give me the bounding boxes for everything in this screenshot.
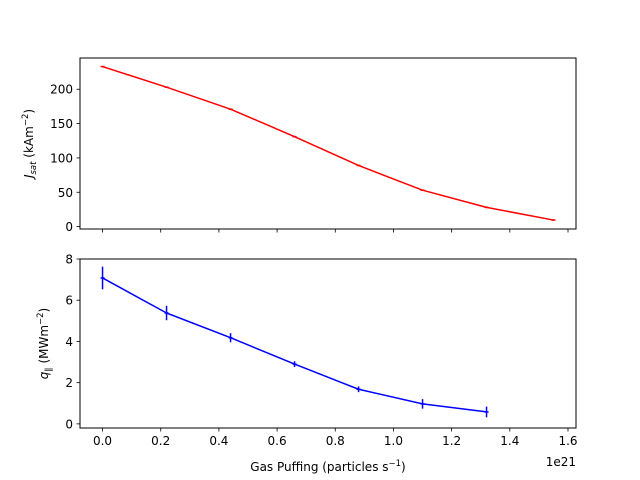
- jsat-y-ticks: 0 50 100 150 200: [50, 83, 80, 234]
- q-parallel-y-tick-label: 4: [65, 335, 73, 349]
- jsat-y-tick-label: 200: [50, 83, 73, 97]
- q-parallel-x-tick-label: 0.2: [151, 434, 170, 448]
- jsat-y-axis-label: Jsat (kAm−2): [21, 109, 39, 180]
- q-parallel-y-axis-label: q∥ (MWm−2): [36, 308, 54, 380]
- jsat-panel: 0 50 100 150 200 Jsat (kAm−2): [21, 57, 577, 234]
- q-parallel-axes-frame: [79, 258, 577, 429]
- q-parallel-panel: 0 2 4 6 8 0.0 0.2 0.4 0.6 0.8 1.0 1.2 1.4 1.6 q∥ (MW…: [36, 253, 578, 475]
- jsat-y-tick-label: 150: [50, 117, 73, 131]
- q-parallel-x-tick-label: 0.8: [326, 434, 345, 448]
- q-parallel-x-tick-label: 0.4: [209, 434, 228, 448]
- q-parallel-x-tick-label: 0.0: [93, 434, 112, 448]
- jsat-x-ticks: [102, 229, 569, 233]
- jsat-y-tick-label: 0: [65, 220, 73, 234]
- x-axis-offset-text: 1e21: [546, 455, 576, 469]
- jsat-series-line: [102, 65, 554, 221]
- q-parallel-y-tick-label: 8: [65, 253, 73, 267]
- jsat-y-tick-label: 100: [50, 151, 73, 165]
- q-parallel-x-tick-label: 1.0: [384, 434, 403, 448]
- q-parallel-x-tick-label: 1.6: [558, 434, 577, 448]
- q-parallel-y-tick-label: 2: [65, 376, 73, 390]
- jsat-y-tick-label: 50: [58, 186, 73, 200]
- q-parallel-y-ticks: 0 2 4 6 8: [65, 253, 80, 431]
- q-parallel-marks: [100, 266, 489, 418]
- q-parallel-y-tick-label: 0: [65, 417, 73, 431]
- q-parallel-y-tick-label: 6: [65, 294, 73, 308]
- q-parallel-x-ticks: 0.0 0.2 0.4 0.6 0.8 1.0 1.2 1.4 1.6: [93, 428, 578, 448]
- x-axis-label: Gas Puffing (particles s−1): [250, 459, 405, 474]
- jsat-marks: [100, 65, 556, 221]
- q-parallel-x-tick-label: 1.2: [442, 434, 461, 448]
- jsat-axes-frame: [79, 57, 577, 230]
- q-parallel-plot-area: [80, 259, 576, 428]
- q-parallel-x-tick-label: 1.4: [500, 434, 519, 448]
- q-parallel-x-tick-label: 0.6: [268, 434, 287, 448]
